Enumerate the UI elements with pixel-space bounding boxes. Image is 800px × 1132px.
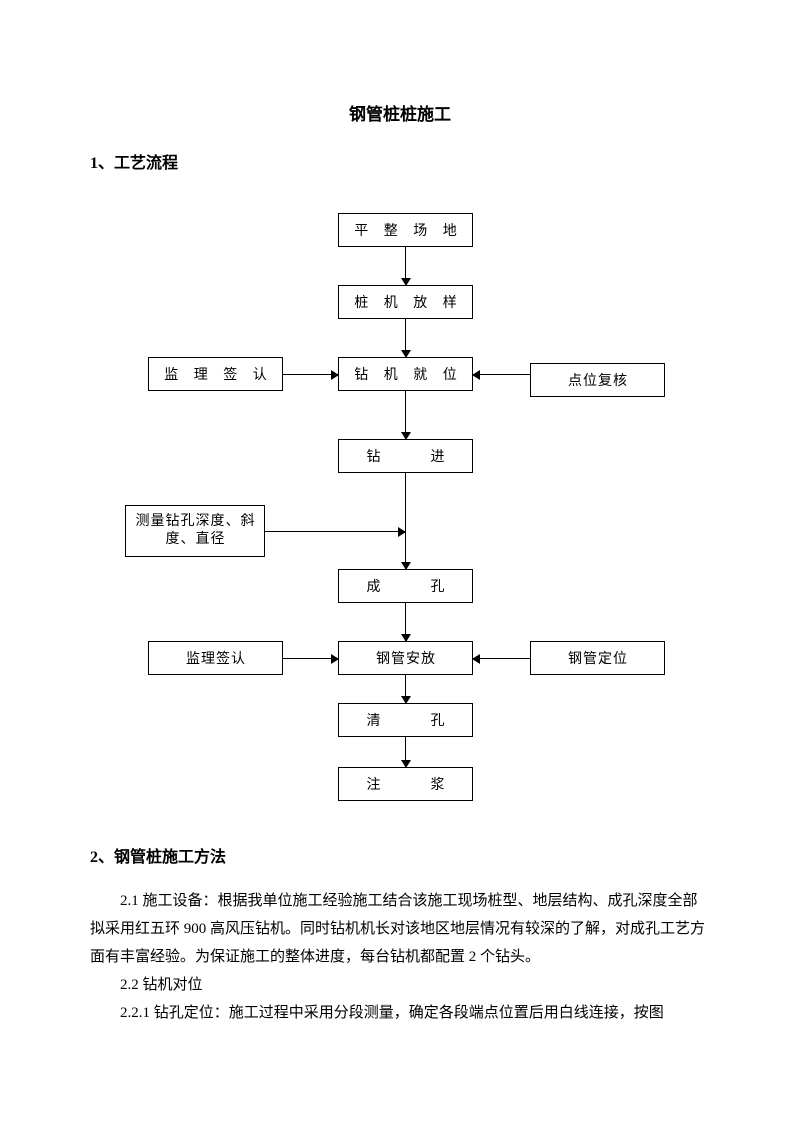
- node-drill-position: 钻 机 就 位: [338, 357, 473, 391]
- arrow-icon: [283, 374, 338, 375]
- arrow-icon: [405, 603, 406, 641]
- node-supervisor-sign-1: 监 理 签 认: [148, 357, 283, 391]
- arrow-icon: [473, 374, 530, 375]
- paragraph-2-2: 2.2 钻机对位: [90, 971, 710, 999]
- arrow-icon: [405, 391, 406, 439]
- node-hole-formed: 成 孔: [338, 569, 473, 603]
- paragraph-2-2-1: 2.2.1 钻孔定位：施工过程中采用分段测量，确定各段端点位置后用白线连接，按图: [90, 999, 710, 1027]
- section1-heading: 1、工艺流程: [90, 149, 710, 173]
- node-pile-layout: 桩 机 放 样: [338, 285, 473, 319]
- node-measure: 测量钻孔深度、斜度、直径: [125, 505, 265, 557]
- arrow-icon: [405, 247, 406, 285]
- node-pipe-position: 钢管定位: [530, 641, 665, 675]
- node-clean-hole: 清 孔: [338, 703, 473, 737]
- arrow-icon: [405, 737, 406, 767]
- arrow-icon: [265, 531, 405, 532]
- node-pipe-place: 钢管安放: [338, 641, 473, 675]
- node-site-leveling: 平 整 场 地: [338, 213, 473, 247]
- node-grouting: 注 浆: [338, 767, 473, 801]
- arrow-icon: [283, 658, 338, 659]
- node-drilling: 钻 进: [338, 439, 473, 473]
- paragraph-2-1: 2.1 施工设备：根据我单位施工经验施工结合该施工现场桩型、地层结构、成孔深度全…: [90, 887, 710, 971]
- arrow-icon: [405, 473, 406, 569]
- node-supervisor-sign-2: 监理签认: [148, 641, 283, 675]
- arrow-icon: [405, 675, 406, 703]
- page-title: 钢管桩桩施工: [90, 100, 710, 125]
- section2-heading: 2、钢管桩施工方法: [90, 843, 710, 867]
- body-text: 2.1 施工设备：根据我单位施工经验施工结合该施工现场桩型、地层结构、成孔深度全…: [90, 887, 710, 1027]
- arrow-icon: [473, 658, 530, 659]
- node-point-recheck: 点位复核: [530, 363, 665, 397]
- flowchart: 平 整 场 地 桩 机 放 样 监 理 签 认 钻 机 就 位 点位复核 钻 进…: [90, 193, 710, 813]
- arrow-icon: [405, 319, 406, 357]
